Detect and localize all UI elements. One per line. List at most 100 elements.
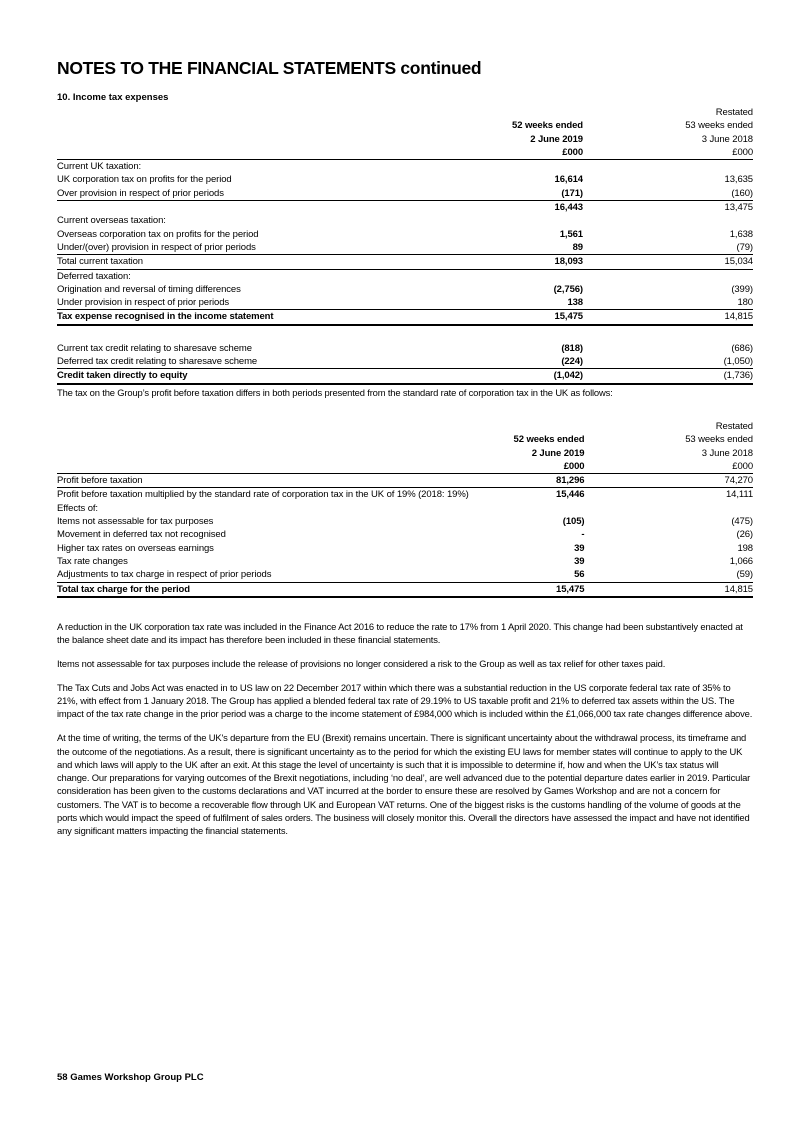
- value-2019: 138: [463, 296, 668, 311]
- table-row: Under/(over) provision in respect of pri…: [57, 240, 753, 256]
- row-label: Effects of:: [57, 502, 98, 514]
- row-label: Origination and reversal of timing diffe…: [57, 283, 241, 295]
- table-row: Current tax credit relating to sharesave…: [57, 342, 753, 355]
- row-label: Deferred taxation:: [57, 270, 131, 282]
- table-row: 16,443 13,475: [57, 201, 754, 215]
- row-label: Deferred tax credit relating to sharesav…: [57, 355, 463, 370]
- row-label: Tax expense recognised in the income sta…: [57, 309, 463, 326]
- table-row: Adjustments to tax charge in respect of …: [57, 568, 753, 583]
- header-col2: 53 weeks ended: [685, 120, 753, 132]
- table-row: Movement in deferred tax not recognised -…: [57, 528, 753, 541]
- table-row: Total current taxation 18,093 15,034: [57, 254, 753, 270]
- value-2018: 74,270: [669, 473, 753, 489]
- header-col1: 52 weeks ended: [512, 120, 583, 132]
- header-restated: Restated: [715, 421, 753, 432]
- header-col2-date: 3 June 2018: [701, 133, 753, 145]
- row-label: Current overseas taxation:: [57, 215, 166, 227]
- row-label: Over provision in respect of prior perio…: [57, 186, 463, 202]
- paragraph: The Tax Cuts and Jobs Act was enacted in…: [57, 681, 753, 720]
- value-2019: (1,042): [463, 368, 668, 385]
- value-2018: 15,034: [668, 254, 753, 270]
- row-label: Items not assessable for tax purposes: [57, 516, 214, 528]
- table-row: Deferred taxation:: [57, 269, 753, 283]
- value-2018: (26): [736, 529, 754, 541]
- value-2019: 89: [463, 240, 668, 256]
- value-2018: 14,815: [669, 582, 753, 598]
- value-2018: 1,066: [729, 555, 753, 567]
- table-row: Profit before taxation 81,296 74,270: [57, 473, 753, 489]
- value-2019: (171): [463, 186, 668, 202]
- value-2019: 18,093: [463, 254, 668, 270]
- value-2018: [669, 502, 753, 515]
- value-2019: (105): [562, 516, 585, 528]
- value-2019: 39: [574, 555, 585, 567]
- row-label: [57, 201, 463, 215]
- row-label: Tax rate changes: [57, 555, 128, 567]
- value-2019: 15,475: [463, 309, 668, 326]
- value-2018: 14,111: [725, 489, 753, 501]
- value-2018: (79): [668, 240, 753, 256]
- value-2019: (224): [463, 355, 668, 370]
- row-label: UK corporation tax on profits for the pe…: [57, 174, 232, 186]
- header-col1: 52 weeks ended: [513, 434, 585, 446]
- table-row: Profit before taxation multiplied by the…: [57, 488, 753, 502]
- value-2018: 13,475: [724, 202, 754, 214]
- tax-reconciliation-table: Restated 52 weeks ended 53 weeks ended 2 …: [57, 420, 753, 598]
- value-2018: (59): [669, 568, 753, 583]
- value-2019: 15,446: [556, 489, 585, 501]
- value-2019: 81,296: [468, 473, 670, 489]
- table-row: Over provision in respect of prior perio…: [57, 186, 753, 202]
- row-label: Overseas corporation tax on profits for …: [57, 228, 259, 240]
- header-col1-date: 2 June 2019: [531, 447, 585, 459]
- value-2018: 1,638: [729, 228, 753, 240]
- paragraph: A reduction in the UK corporation tax ra…: [57, 621, 743, 646]
- table-row: Effects of:: [57, 502, 753, 515]
- value-2018: [668, 269, 753, 283]
- value-2018: [668, 160, 753, 174]
- value-2018: [668, 214, 753, 227]
- table-row: Origination and reversal of timing diffe…: [57, 283, 753, 296]
- header-col1-unit: £000: [463, 145, 668, 161]
- row-label: Under provision in respect of prior peri…: [57, 296, 463, 311]
- value-2019: 16,443: [554, 202, 584, 214]
- value-2018: 180: [668, 296, 753, 311]
- value-2018: (1,736): [668, 368, 753, 385]
- value-2019: 39: [574, 542, 585, 554]
- income-tax-table: Restated 52 weeks ended 53 weeks ended 2 …: [57, 106, 753, 385]
- row-label: Total current taxation: [57, 254, 463, 270]
- value-2018: 13,635: [724, 174, 754, 186]
- header-col1-date: 2 June 2019: [530, 133, 583, 145]
- value-2019: 1,561: [559, 228, 583, 240]
- table-row: Tax expense recognised in the income sta…: [57, 309, 753, 326]
- value-2018: 14,815: [668, 309, 753, 326]
- header-col1-unit: £000: [468, 459, 670, 475]
- header-col2-date: 3 June 2018: [701, 447, 753, 459]
- paragraph: At the time of writing, the terms of the…: [57, 732, 751, 837]
- header-col2-unit: £000: [668, 145, 753, 161]
- notes-text: A reduction in the UK corporation tax ra…: [57, 620, 753, 848]
- paragraph: Items not assessable for tax purposes in…: [57, 658, 666, 670]
- value-2018: (160): [668, 186, 753, 202]
- row-label: Under/(over) provision in respect of pri…: [57, 240, 463, 256]
- header-restated: Restated: [715, 107, 753, 118]
- value-2019: [463, 160, 668, 174]
- header-col2-unit: £000: [669, 459, 753, 475]
- table-row: Total tax charge for the period 15,475 14,…: [57, 582, 753, 598]
- table-row: Credit taken directly to equity (1,042) (1…: [57, 368, 753, 385]
- value-2018: (475): [731, 516, 753, 528]
- value-2018: (399): [731, 283, 753, 295]
- table-row: Items not assessable for tax purposes (10…: [57, 515, 753, 528]
- table-row: Tax rate changes 39 1,066: [57, 555, 753, 568]
- row-label: Credit taken directly to equity: [57, 368, 463, 385]
- value-2019: [463, 269, 668, 283]
- row-label: Higher tax rates on overseas earnings: [57, 542, 214, 554]
- value-2019: 16,614: [554, 174, 584, 186]
- row-label: Profit before taxation: [57, 473, 469, 489]
- row-label: Total tax charge for the period: [57, 582, 469, 598]
- row-label: Adjustments to tax charge in respect of …: [57, 568, 469, 583]
- page-footer: 58 Games Workshop Group PLC: [57, 1072, 204, 1083]
- section-heading: 10. Income tax expenses: [57, 92, 169, 103]
- value-2019: -: [581, 529, 585, 541]
- table-row: Current UK taxation:: [57, 160, 753, 174]
- value-2018: 198: [737, 542, 753, 554]
